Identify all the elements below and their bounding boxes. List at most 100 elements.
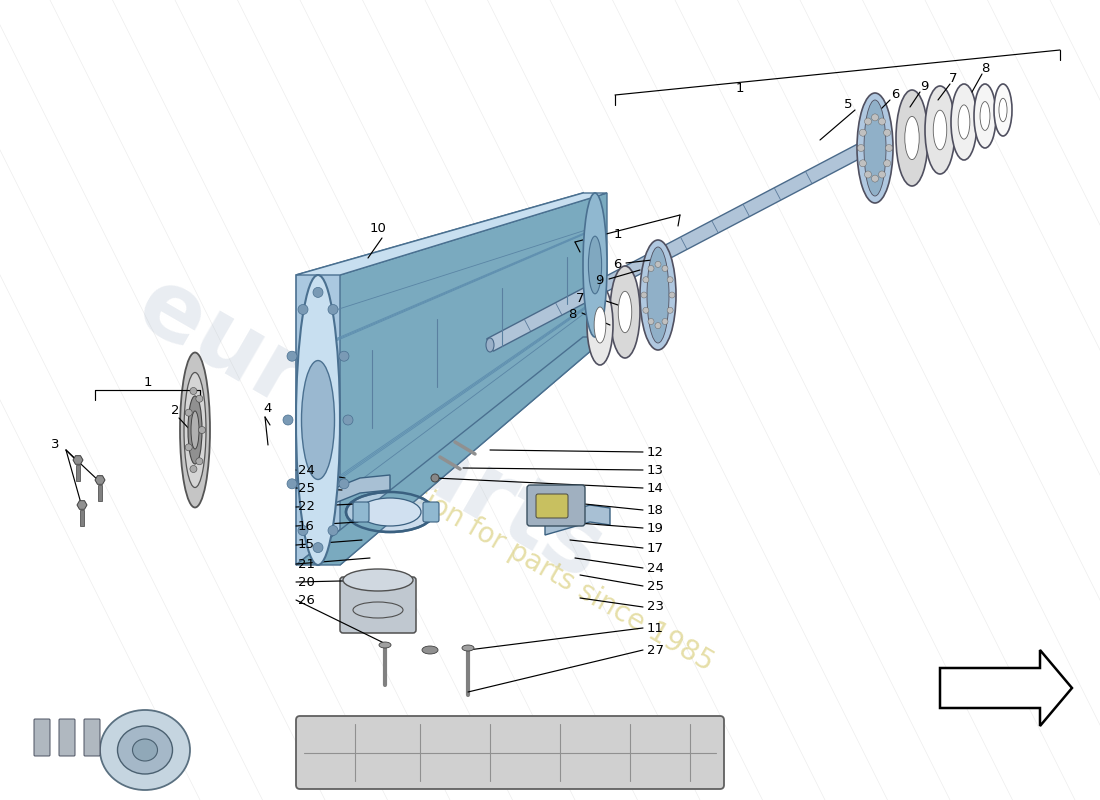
Circle shape: [669, 292, 675, 298]
Polygon shape: [95, 476, 104, 484]
Polygon shape: [73, 456, 82, 464]
Circle shape: [287, 478, 297, 489]
Circle shape: [883, 130, 891, 136]
Ellipse shape: [952, 84, 977, 160]
Text: 1: 1: [144, 377, 152, 390]
FancyBboxPatch shape: [536, 494, 568, 518]
Ellipse shape: [422, 646, 438, 654]
Circle shape: [283, 415, 293, 425]
Text: 6: 6: [891, 89, 899, 102]
Ellipse shape: [647, 247, 669, 343]
Ellipse shape: [296, 275, 340, 565]
Circle shape: [642, 307, 649, 314]
Ellipse shape: [118, 726, 173, 774]
Ellipse shape: [100, 710, 190, 790]
Text: 20: 20: [298, 575, 315, 589]
Ellipse shape: [857, 93, 893, 203]
Circle shape: [287, 351, 297, 362]
Ellipse shape: [343, 569, 412, 591]
Text: 24: 24: [298, 463, 315, 477]
Circle shape: [190, 387, 197, 394]
Text: 21: 21: [298, 558, 315, 570]
Circle shape: [339, 351, 349, 361]
Circle shape: [314, 287, 323, 298]
Polygon shape: [296, 337, 607, 565]
Text: 8: 8: [568, 309, 576, 322]
Ellipse shape: [132, 739, 157, 761]
FancyBboxPatch shape: [98, 485, 102, 501]
Circle shape: [648, 318, 654, 325]
Circle shape: [667, 277, 673, 282]
Ellipse shape: [980, 102, 990, 130]
Text: a passion for parts since 1985: a passion for parts since 1985: [341, 443, 718, 677]
Text: 9: 9: [920, 81, 928, 94]
Circle shape: [667, 307, 673, 314]
Text: 16: 16: [298, 519, 315, 533]
FancyBboxPatch shape: [59, 719, 75, 756]
Text: europarts: europarts: [121, 260, 619, 600]
Ellipse shape: [958, 105, 970, 139]
Text: 13: 13: [647, 463, 664, 477]
FancyBboxPatch shape: [424, 502, 439, 522]
Circle shape: [328, 305, 338, 314]
Text: 4: 4: [264, 402, 272, 414]
Text: 1: 1: [614, 229, 623, 242]
Text: 25: 25: [647, 579, 664, 593]
Text: 7: 7: [948, 73, 957, 86]
Polygon shape: [296, 193, 607, 275]
Ellipse shape: [191, 411, 199, 449]
FancyBboxPatch shape: [296, 716, 724, 789]
Polygon shape: [77, 501, 87, 510]
Circle shape: [314, 542, 323, 553]
Ellipse shape: [896, 90, 928, 186]
Ellipse shape: [587, 285, 613, 365]
Circle shape: [883, 160, 891, 166]
Circle shape: [185, 409, 192, 416]
Ellipse shape: [346, 492, 434, 532]
Circle shape: [654, 322, 661, 329]
Ellipse shape: [610, 266, 640, 358]
Ellipse shape: [618, 291, 631, 333]
Circle shape: [190, 466, 197, 473]
Ellipse shape: [864, 100, 886, 196]
Circle shape: [648, 266, 654, 271]
Ellipse shape: [188, 396, 202, 464]
Text: 7: 7: [575, 291, 584, 305]
Ellipse shape: [905, 116, 920, 160]
Text: 18: 18: [647, 503, 664, 517]
Polygon shape: [296, 193, 583, 565]
Ellipse shape: [933, 110, 947, 150]
Text: 26: 26: [298, 594, 315, 606]
Text: 24: 24: [647, 562, 664, 574]
FancyBboxPatch shape: [527, 485, 585, 526]
Text: 8: 8: [981, 62, 989, 74]
FancyBboxPatch shape: [34, 719, 50, 756]
Circle shape: [328, 526, 338, 535]
Circle shape: [859, 130, 867, 136]
Text: 11: 11: [647, 622, 664, 634]
Ellipse shape: [974, 84, 996, 148]
Ellipse shape: [594, 307, 606, 343]
Ellipse shape: [180, 353, 210, 507]
Circle shape: [859, 160, 867, 166]
Text: 1: 1: [736, 82, 745, 94]
Circle shape: [196, 395, 202, 402]
Ellipse shape: [588, 236, 602, 294]
Text: 2: 2: [170, 403, 179, 417]
Circle shape: [339, 478, 349, 489]
Circle shape: [431, 474, 439, 482]
Text: 3: 3: [51, 438, 59, 451]
Polygon shape: [940, 650, 1072, 726]
Ellipse shape: [640, 240, 676, 350]
Circle shape: [654, 262, 661, 267]
Ellipse shape: [486, 338, 494, 352]
Circle shape: [865, 171, 871, 178]
Ellipse shape: [462, 645, 474, 651]
Text: 15: 15: [298, 538, 315, 551]
Circle shape: [298, 305, 308, 314]
Text: 9: 9: [595, 274, 603, 287]
Text: 10: 10: [370, 222, 386, 234]
FancyBboxPatch shape: [84, 719, 100, 756]
Text: 22: 22: [298, 501, 315, 514]
Circle shape: [642, 277, 649, 282]
